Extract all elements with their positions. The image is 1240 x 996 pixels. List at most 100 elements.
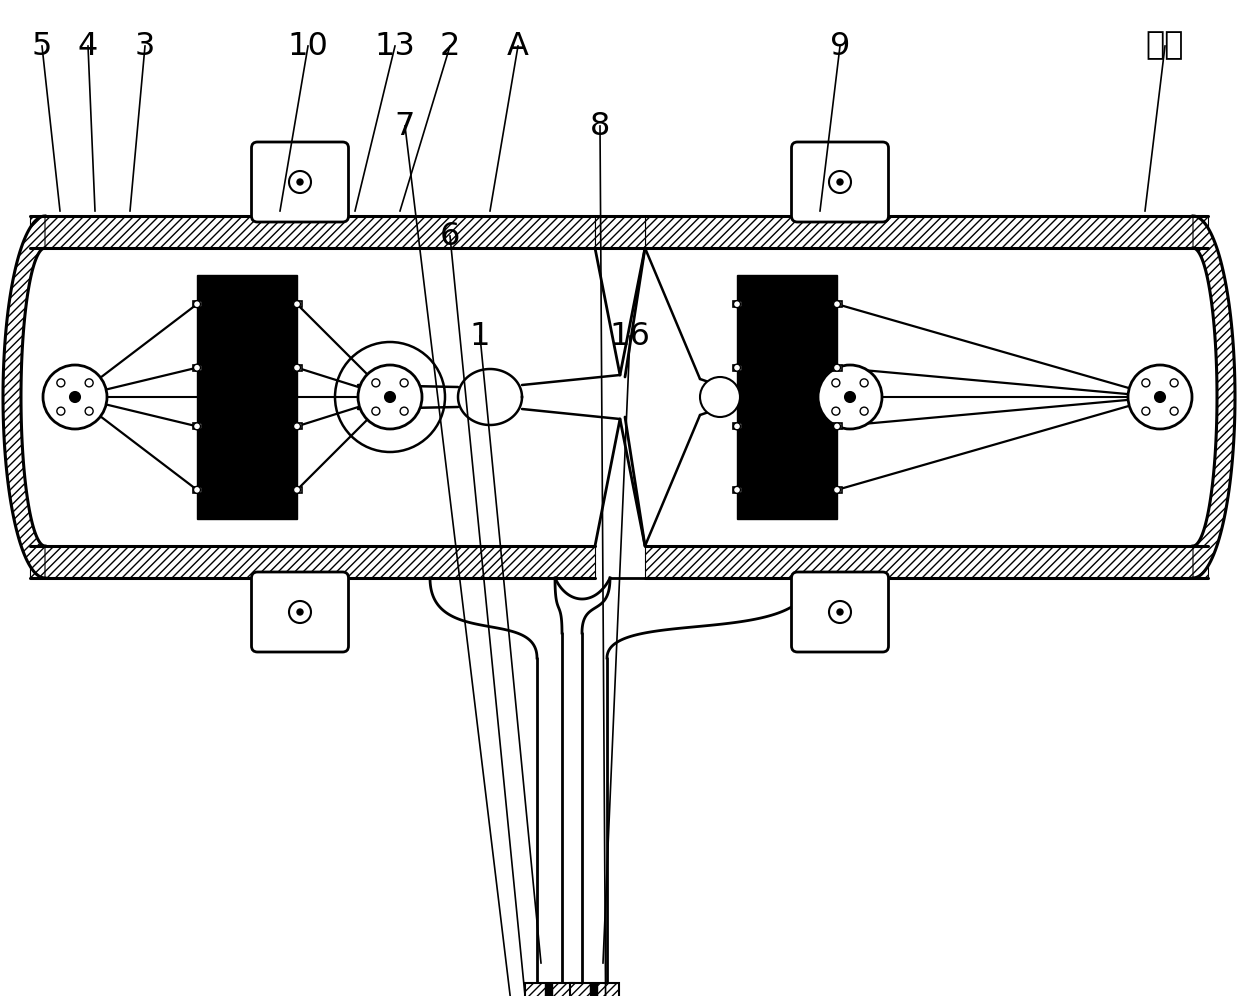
Bar xyxy=(192,487,201,493)
Circle shape xyxy=(833,301,841,308)
Circle shape xyxy=(833,423,841,430)
Circle shape xyxy=(358,365,422,429)
Text: 3: 3 xyxy=(135,31,155,62)
Bar xyxy=(192,301,201,308)
Circle shape xyxy=(57,378,64,386)
Circle shape xyxy=(833,365,841,372)
Circle shape xyxy=(401,407,408,415)
Bar xyxy=(30,546,595,578)
Bar xyxy=(589,983,596,996)
Bar xyxy=(832,365,842,371)
Circle shape xyxy=(372,407,379,415)
Bar xyxy=(595,248,645,546)
Bar xyxy=(733,423,742,429)
Circle shape xyxy=(830,171,851,193)
Circle shape xyxy=(1128,365,1192,429)
Circle shape xyxy=(830,601,851,623)
Circle shape xyxy=(1171,378,1178,386)
Circle shape xyxy=(193,365,201,372)
Text: 6: 6 xyxy=(440,220,460,252)
Circle shape xyxy=(734,423,740,430)
Circle shape xyxy=(86,378,93,386)
Circle shape xyxy=(43,365,107,429)
Circle shape xyxy=(832,378,839,386)
Text: 10: 10 xyxy=(288,31,329,62)
Circle shape xyxy=(298,179,303,185)
Text: 16: 16 xyxy=(610,321,651,352)
Bar xyxy=(293,301,301,308)
Bar xyxy=(293,423,301,429)
Text: 7: 7 xyxy=(394,111,415,141)
Bar xyxy=(733,365,742,371)
Bar xyxy=(733,301,742,308)
Text: 1: 1 xyxy=(470,321,490,352)
Bar xyxy=(737,275,837,519)
Text: 13: 13 xyxy=(374,31,415,62)
Bar xyxy=(645,216,1208,248)
Bar xyxy=(570,983,619,996)
Bar xyxy=(832,487,842,493)
Circle shape xyxy=(861,378,868,386)
Circle shape xyxy=(294,301,300,308)
Bar xyxy=(544,983,552,996)
Bar xyxy=(192,423,201,429)
FancyBboxPatch shape xyxy=(791,572,889,652)
Circle shape xyxy=(289,601,311,623)
Circle shape xyxy=(289,171,311,193)
Text: A: A xyxy=(507,31,529,62)
Circle shape xyxy=(401,378,408,386)
Circle shape xyxy=(833,486,841,493)
Circle shape xyxy=(372,378,379,386)
Circle shape xyxy=(832,407,839,415)
Circle shape xyxy=(1142,378,1149,386)
Circle shape xyxy=(1171,407,1178,415)
Circle shape xyxy=(1154,392,1166,402)
Circle shape xyxy=(734,365,740,372)
Polygon shape xyxy=(2,216,45,578)
Bar xyxy=(525,983,574,996)
Bar xyxy=(645,248,1208,546)
Bar xyxy=(832,423,842,429)
Bar xyxy=(645,546,1208,578)
Text: 5: 5 xyxy=(32,31,52,62)
Circle shape xyxy=(69,392,81,402)
Circle shape xyxy=(734,301,740,308)
Circle shape xyxy=(193,486,201,493)
Bar xyxy=(30,216,595,248)
Circle shape xyxy=(294,423,300,430)
Circle shape xyxy=(1142,407,1149,415)
Bar xyxy=(197,275,298,519)
Circle shape xyxy=(818,365,882,429)
Circle shape xyxy=(298,609,303,615)
Circle shape xyxy=(294,365,300,372)
FancyBboxPatch shape xyxy=(252,142,348,222)
FancyBboxPatch shape xyxy=(252,572,348,652)
Bar xyxy=(293,487,301,493)
Text: 8: 8 xyxy=(590,111,610,141)
Circle shape xyxy=(837,179,843,185)
Bar xyxy=(832,301,842,308)
Text: 血管: 血管 xyxy=(1146,31,1184,62)
Polygon shape xyxy=(458,369,522,425)
Circle shape xyxy=(701,377,740,417)
Polygon shape xyxy=(537,633,562,996)
Bar xyxy=(30,248,595,546)
Text: 4: 4 xyxy=(78,31,98,62)
Text: 9: 9 xyxy=(830,31,851,62)
Circle shape xyxy=(844,392,856,402)
Circle shape xyxy=(861,407,868,415)
Circle shape xyxy=(193,423,201,430)
Bar xyxy=(595,216,645,248)
Bar xyxy=(192,365,201,371)
Circle shape xyxy=(86,407,93,415)
Text: 2: 2 xyxy=(440,31,460,62)
Circle shape xyxy=(837,609,843,615)
Circle shape xyxy=(734,486,740,493)
Circle shape xyxy=(294,486,300,493)
Bar xyxy=(293,365,301,371)
Polygon shape xyxy=(1193,216,1235,578)
Circle shape xyxy=(384,392,396,402)
Polygon shape xyxy=(582,633,608,996)
Circle shape xyxy=(57,407,64,415)
Bar xyxy=(733,487,742,493)
